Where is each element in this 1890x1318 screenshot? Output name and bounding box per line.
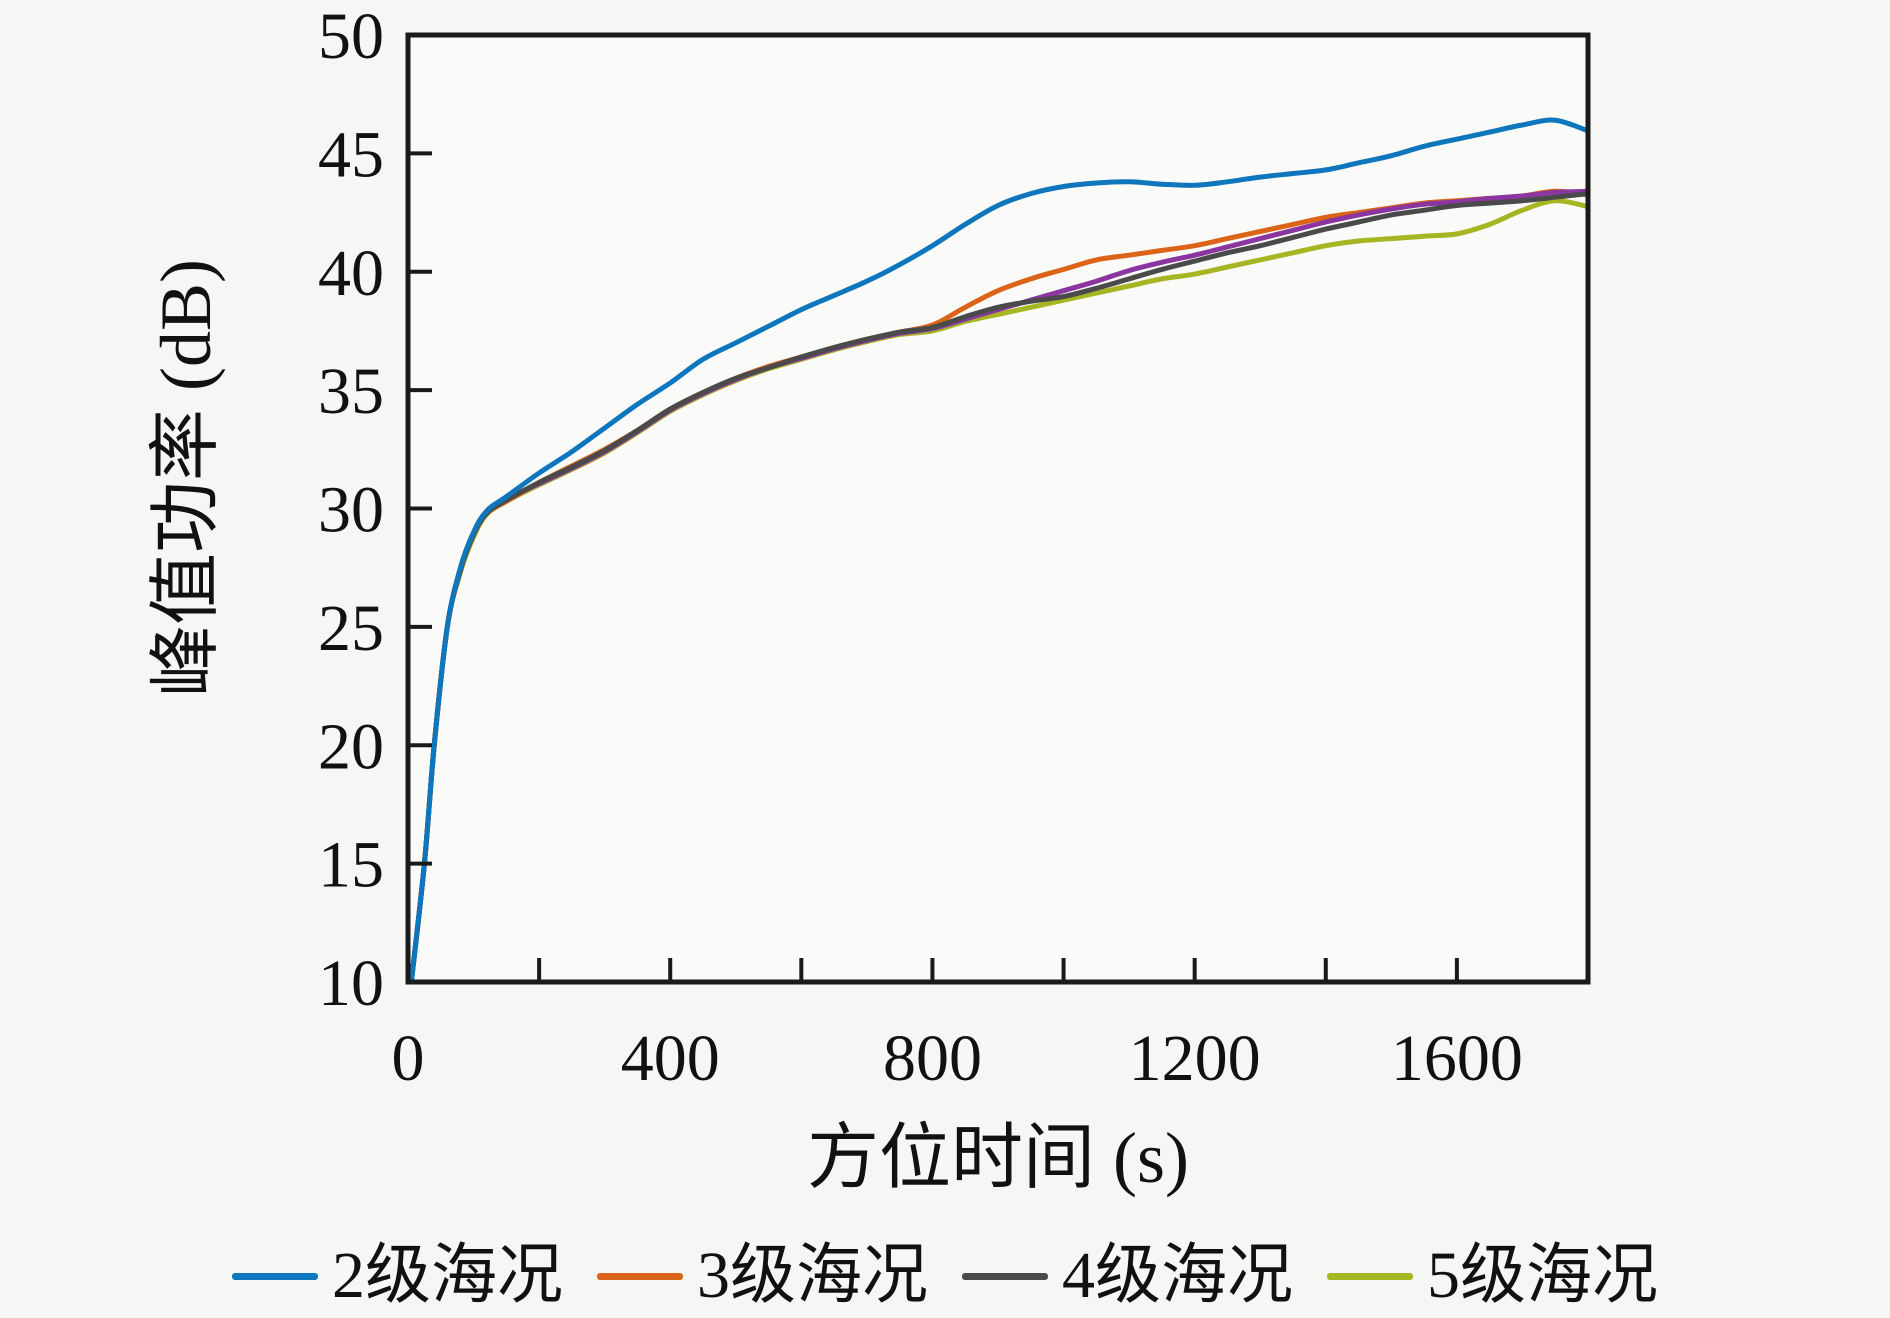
y-tick-label: 20 (318, 710, 384, 783)
curves-group (408, 117, 1588, 982)
x-tick-label: 1600 (1391, 1022, 1523, 1095)
y-tick-label: 50 (318, 0, 384, 73)
x-axis-title: 方位时间 (s) (807, 1118, 1189, 1198)
legend-item-5级海况: 5级海况 (1327, 1243, 1658, 1309)
y-axis-title: 峰值功率 (dB) (146, 259, 226, 697)
legend-item-2级海况: 2级海况 (232, 1243, 563, 1309)
y-tick-label: 35 (318, 355, 384, 428)
y-tick-label: 30 (318, 474, 384, 547)
legend-swatch (962, 1272, 1048, 1280)
legend-swatch (597, 1272, 683, 1280)
y-tick-label: 45 (318, 118, 384, 191)
y-tick-label: 10 (318, 947, 384, 1020)
legend-swatch (1327, 1272, 1413, 1280)
x-tick-label: 800 (883, 1022, 982, 1095)
legend: 2级海况 3级海况 4级海况 5级海况 (0, 1236, 1890, 1316)
series-line-2级海况 (408, 117, 1588, 982)
y-tick-label: 40 (318, 237, 384, 310)
legend-label: 3级海况 (697, 1239, 928, 1312)
legend-swatch (232, 1272, 318, 1280)
legend-item-3级海况: 3级海况 (597, 1243, 928, 1309)
plot-area (408, 35, 1588, 982)
x-tick-label: 0 (392, 1022, 425, 1095)
x-tick-label: 1200 (1129, 1022, 1261, 1095)
x-tick-label: 400 (621, 1022, 720, 1095)
legend-item-4级海况: 4级海况 (962, 1243, 1293, 1309)
legend-label: 4级海况 (1062, 1239, 1293, 1312)
y-tick-label: 25 (318, 592, 384, 665)
legend-label: 5级海况 (1427, 1239, 1658, 1312)
y-tick-label: 15 (318, 829, 384, 902)
legend-label: 2级海况 (332, 1239, 563, 1312)
